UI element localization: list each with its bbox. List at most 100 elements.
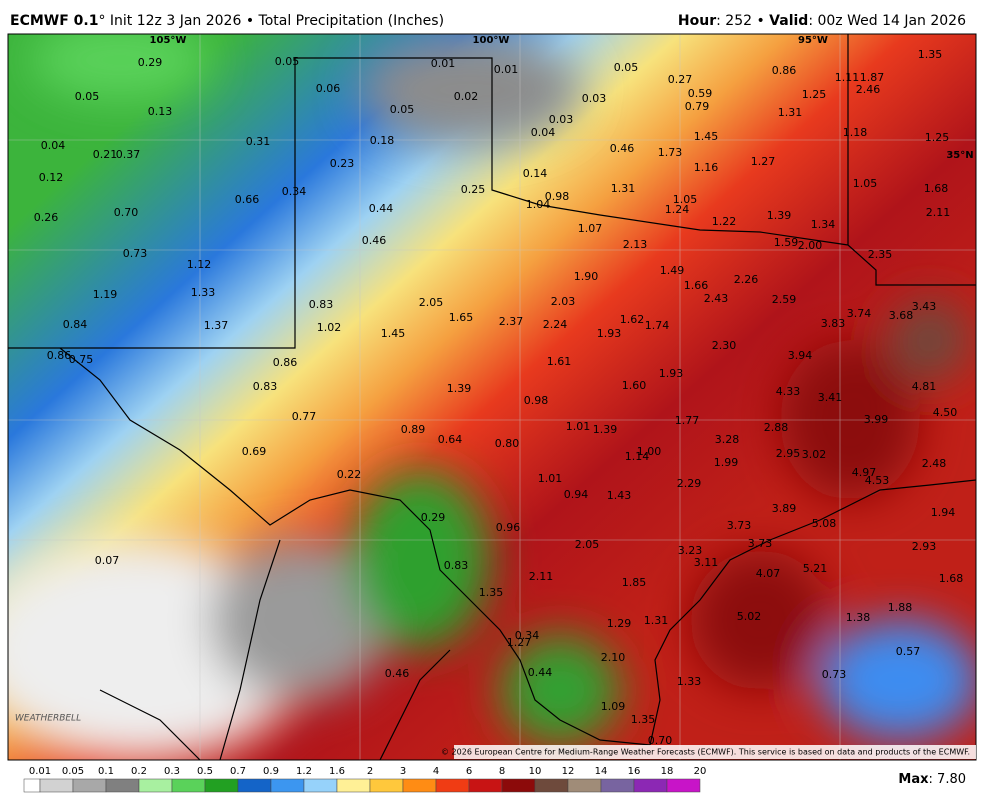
precip-label: 0.26 [34, 211, 59, 224]
valid: : 00z Wed 14 Jan 2026 [808, 13, 966, 29]
header-right: Hour: 252 • Valid: 00z Wed 14 Jan 2026 [678, 13, 966, 29]
precip-label: 2.05 [419, 296, 444, 309]
precip-label: 1.02 [317, 321, 342, 334]
precip-label: 2.26 [734, 273, 759, 286]
precip-label: 0.77 [292, 410, 317, 423]
legend-swatch [336, 778, 371, 793]
precip-label: 1.65 [449, 311, 474, 324]
legend-label: 16 [628, 766, 641, 777]
precip-label: 0.01 [494, 63, 519, 76]
legend-label: 6 [466, 766, 472, 777]
precip-label: 0.80 [495, 437, 520, 450]
precip-label: 1.45 [694, 130, 719, 143]
precip-label: 3.43 [912, 300, 937, 313]
precip-label: 1.31 [611, 182, 636, 195]
precip-label: 1.31 [644, 614, 669, 627]
precip-label: 1.14 [625, 450, 650, 463]
precip-label: 0.66 [235, 193, 260, 206]
legend-swatch [270, 778, 305, 793]
precip-label: 0.94 [564, 488, 589, 501]
max-key: Max [898, 772, 929, 787]
precip-label: 1.34 [811, 218, 836, 231]
legend-swatch [501, 778, 536, 793]
legend-label: 0.3 [164, 766, 180, 777]
legend-swatch [600, 778, 635, 793]
precip-label: 3.02 [802, 448, 827, 461]
precip-label: 1.43 [607, 489, 632, 502]
precip-label: 2.37 [499, 315, 524, 328]
precip-label: 2.95 [776, 447, 801, 460]
logo: WEATHERBELL [15, 714, 81, 724]
precip-label: 1.04 [526, 198, 551, 211]
legend-swatch [402, 778, 437, 793]
legend-label: 18 [661, 766, 674, 777]
precip-label: 0.70 [114, 206, 139, 219]
precip-label: 0.05 [275, 55, 300, 68]
precip-label: 3.73 [727, 519, 752, 532]
legend-label: 0.5 [197, 766, 213, 777]
precip-label: 0.14 [523, 167, 548, 180]
precip-label: 0.25 [461, 183, 486, 196]
grid-label: 35°N [946, 150, 973, 161]
precip-label: 0.22 [337, 468, 362, 481]
precip-label: 1.39 [447, 382, 472, 395]
valid-key: Valid [769, 13, 808, 29]
precip-label: 0.01 [431, 57, 456, 70]
precip-label: 2.46 [856, 83, 881, 96]
precip-label: 2.05 [575, 538, 600, 551]
legend-swatch [171, 778, 206, 793]
precip-label: 1.39 [593, 423, 618, 436]
precip-label: 1.07 [578, 222, 603, 235]
precip-label: 4.33 [776, 385, 801, 398]
precip-label: 5.02 [737, 610, 762, 623]
legend-swatch [303, 778, 338, 793]
precip-label: 0.12 [39, 171, 64, 184]
precip-label: 0.79 [685, 100, 710, 113]
legend-swatch [534, 778, 569, 793]
precip-label: 1.25 [802, 88, 827, 101]
precip-label: 0.44 [528, 666, 553, 679]
legend-swatch [105, 778, 140, 793]
precip-label: 1.94 [931, 506, 956, 519]
precip-label: 0.31 [246, 135, 271, 148]
precip-label: 0.46 [362, 234, 387, 247]
precip-label: 1.27 [751, 155, 776, 168]
precip-label: 1.35 [631, 713, 656, 726]
precip-label: 1.27 [507, 636, 532, 649]
precip-label: 3.28 [715, 433, 740, 446]
precip-label: 4.50 [933, 406, 958, 419]
precip-label: 1.00 [637, 445, 662, 458]
precip-label: 1.39 [767, 209, 792, 222]
precip-label: 1.35 [479, 586, 504, 599]
precip-label: 0.69 [242, 445, 267, 458]
legend-swatch [138, 778, 173, 793]
precip-label: 4.07 [756, 567, 781, 580]
precip-label: 0.64 [438, 433, 463, 446]
precip-label: 2.10 [601, 651, 626, 664]
model: ECMWF 0.1 [10, 13, 98, 29]
precip-label: 2.59 [772, 293, 797, 306]
precip-label: 4.97 [852, 466, 877, 479]
precip-label: 0.02 [454, 90, 479, 103]
precip-label: 2.24 [543, 318, 568, 331]
legend-label: 10 [529, 766, 542, 777]
precip-label: 0.46 [385, 667, 410, 680]
precip-label: 5.08 [812, 517, 837, 530]
grid-label: 105°W [150, 35, 187, 46]
precip-label: 1.74 [645, 319, 670, 332]
precip-label: 0.73 [123, 247, 148, 260]
precip-label: 1.61 [547, 355, 572, 368]
precip-label: 3.23 [678, 544, 703, 557]
precip-label: 0.37 [116, 148, 141, 161]
precip-label: 1.66 [684, 279, 709, 292]
precip-label: 0.03 [549, 113, 574, 126]
legend-label: 2 [367, 766, 373, 777]
precip-label: 0.29 [138, 56, 163, 69]
precip-label: 1.25 [925, 131, 950, 144]
legend-label: 0.2 [131, 766, 147, 777]
precip-label: 3.11 [694, 556, 719, 569]
precip-label: 1.90 [574, 270, 599, 283]
precip-label: 0.05 [390, 103, 415, 116]
precip-label: 0.57 [896, 645, 921, 658]
